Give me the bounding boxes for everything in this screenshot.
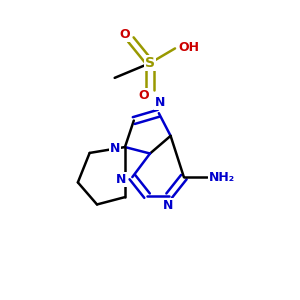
Text: O: O [120, 28, 130, 41]
Text: OH: OH [179, 41, 200, 54]
Text: N: N [163, 200, 173, 212]
Text: O: O [139, 89, 149, 102]
Text: N: N [116, 173, 126, 186]
Text: N: N [110, 142, 120, 155]
Text: NH₂: NH₂ [209, 171, 235, 184]
Text: S: S [145, 56, 155, 70]
Text: N: N [155, 96, 166, 110]
